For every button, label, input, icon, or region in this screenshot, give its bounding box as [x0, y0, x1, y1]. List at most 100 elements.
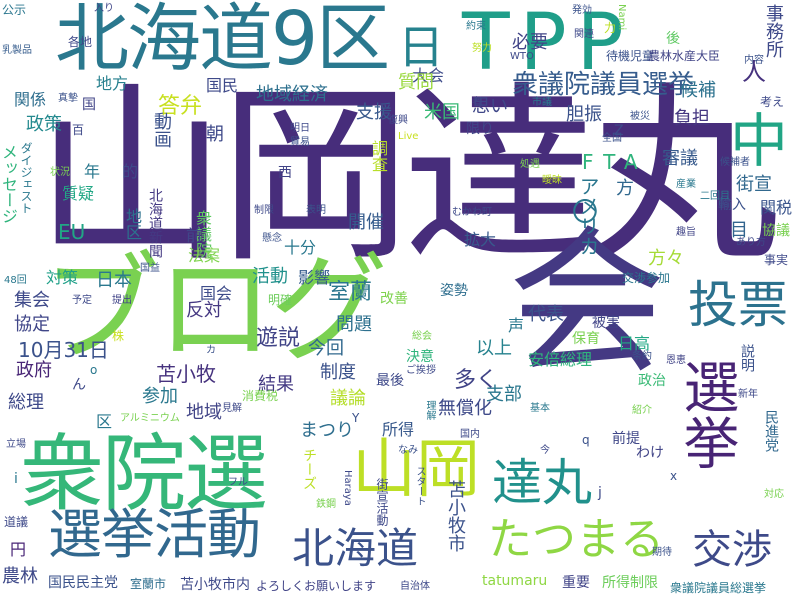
word-sori: 総理: [8, 392, 44, 413]
word-oku: 多く: [454, 368, 499, 393]
word-higai: 被害: [592, 315, 620, 331]
word-nikaime: 二回目: [700, 191, 730, 202]
word-ima: 今: [540, 445, 550, 456]
word-shushi: 趣旨: [676, 227, 696, 238]
word-shukai: 集会: [14, 290, 50, 311]
word-x: x: [670, 469, 678, 483]
word-kohosha: 候補者: [720, 157, 750, 168]
word-shitsumon: 質問: [398, 72, 434, 93]
word-shuinsen: 衆院選: [20, 425, 268, 523]
word-kokumin: 国民: [206, 76, 239, 95]
word-eu: EU: [58, 220, 86, 244]
word-joyaku: 条約: [632, 351, 652, 362]
word-tachiba: 立場: [6, 439, 26, 450]
word-nen: 年: [84, 162, 101, 181]
word-yuzei: 遊説: [256, 326, 301, 351]
word-nihon: 日本: [96, 270, 132, 291]
word-tpp: TPP: [462, 0, 634, 88]
word-doryoku: 努力: [472, 43, 492, 54]
word-shotoku: 所得: [382, 420, 415, 439]
word-teishutsu: 提出: [112, 295, 132, 306]
word-taio: 対応: [764, 489, 784, 500]
word-juyo: 重要: [562, 575, 590, 591]
word-chosa: 調査: [369, 140, 388, 172]
word-48kai: 48回: [4, 275, 27, 286]
word-kekka: 結果: [258, 374, 294, 395]
word-kagiri: 限り: [466, 121, 494, 137]
word-q: q: [582, 433, 590, 447]
word-iri: 入り: [94, 3, 114, 14]
word-jimusho: 事務所: [763, 4, 784, 58]
word-chiiki-keizai: 地域経済: [256, 84, 328, 105]
word-koji: 公示: [2, 3, 27, 17]
word-hidaka: 日高: [618, 334, 651, 353]
word-kabu: 株: [112, 329, 125, 343]
word-hoiku: 保育: [572, 331, 600, 347]
word-muroran-shi: 室蘭市: [130, 577, 167, 591]
word-senkyo: 選挙: [674, 358, 739, 470]
word-futan: 負担: [674, 108, 710, 129]
word-gaisen: 街宣: [736, 174, 772, 195]
word-hoan: 法案: [188, 246, 221, 265]
word-sanka: 参加: [142, 386, 178, 407]
word-kuni: 国: [82, 97, 96, 113]
word-taikai: 大会: [412, 66, 445, 85]
word-shokai: 紹介: [632, 405, 652, 416]
word-yakusoku: 約束: [466, 21, 486, 32]
word-tohyo: 投票: [688, 276, 788, 334]
word-shingi: 審議: [662, 148, 698, 169]
word-hakko: 発効: [572, 5, 592, 16]
word-hyaku: 百: [72, 123, 85, 137]
word-kihon: 基本: [530, 403, 550, 414]
word-kakudai: 拡大: [464, 230, 497, 249]
word-kokueki: 国益: [140, 263, 160, 274]
word-kanren: 関連: [574, 29, 594, 40]
word-kitai: 期待: [652, 547, 672, 558]
word-kyogi: 協議: [762, 223, 790, 239]
word-yoroshiku: よろしくお願いします: [256, 579, 377, 593]
word-abe-sori: 安倍総理: [528, 350, 593, 369]
word-digest: ダイジェスト: [19, 142, 33, 214]
word-doga: 動画: [151, 112, 172, 148]
word-seiji: 政治: [638, 373, 666, 389]
word-full: フル: [228, 477, 248, 488]
word-konkai: 今回: [308, 338, 344, 359]
word-tatsumaru-kana: たつまる: [488, 514, 664, 565]
word-chiku: 地区: [123, 208, 142, 240]
word-kankei: 関係: [14, 90, 47, 109]
word-ato: 後: [666, 31, 680, 47]
word-shogu: 処遇: [520, 159, 540, 170]
word-naka: 中: [730, 107, 789, 175]
word-teki: 的: [122, 162, 139, 181]
word-i: i: [14, 471, 18, 487]
word-ka: カ: [206, 345, 216, 356]
word-aimai: 曖昧: [542, 175, 562, 186]
word-shitsugi: 質疑: [62, 184, 95, 203]
word-onkei: 恩恵: [666, 355, 686, 366]
word-kata: 方: [616, 178, 634, 199]
word-seido: 制度: [320, 362, 356, 383]
word-tomakomai-shi: 苫小牧市: [445, 480, 466, 552]
word-seigen: 制限: [254, 205, 274, 216]
word-nami-latin: Nami: [616, 4, 627, 31]
word-gaisen-katsudo: 街宣活動: [375, 478, 389, 526]
word-america: アメリカ: [576, 176, 600, 256]
word-shinnen: 新年: [738, 389, 758, 400]
word-fukko: 復興: [388, 115, 408, 126]
word-norin-suisan-daijin: 農林水産大臣: [648, 49, 721, 63]
word-dogi: 道議: [4, 515, 29, 529]
word-o: o: [90, 363, 98, 377]
word-fta: FTA: [582, 150, 648, 174]
word-tomakomai-shinai: 苫小牧市内: [180, 577, 250, 593]
word-mondai: 問題: [336, 314, 372, 335]
word-rikai: 理解: [424, 400, 435, 420]
word-shigi: 市議: [532, 97, 552, 108]
word-hitsuyo: 必要: [512, 32, 548, 53]
word-taiki-jido: 待機児童: [606, 49, 655, 63]
word-giron: 議論: [330, 388, 366, 409]
word-tomakomai: 苫小牧: [156, 362, 216, 386]
word-norin: 農林: [2, 566, 38, 587]
word-kokkai: 国会: [200, 284, 233, 303]
word-tatsumaru-kanji: 達丸: [492, 454, 592, 512]
